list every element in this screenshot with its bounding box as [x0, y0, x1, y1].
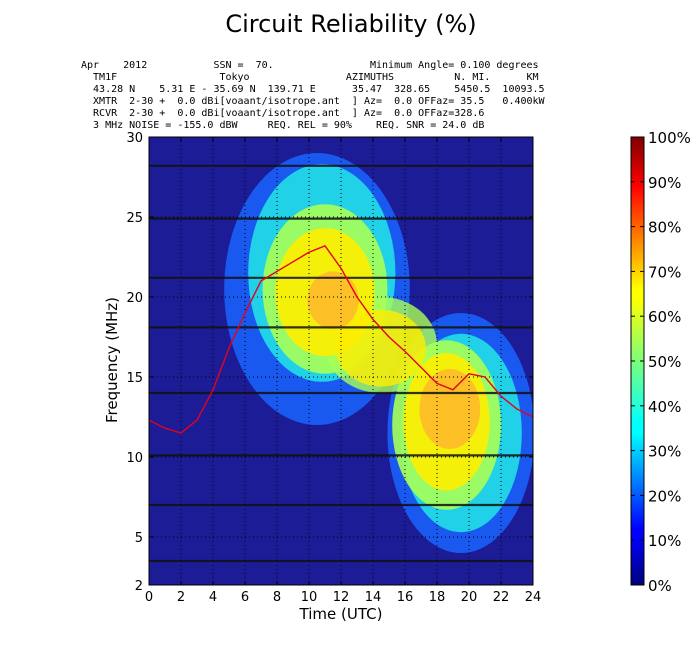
- x-axis-label: Time (UTC): [299, 605, 383, 623]
- x-tick-label: 14: [365, 590, 382, 605]
- header-block: Apr 2012 SSN = 70. Minimum Angle= 0.100 …: [81, 60, 546, 131]
- x-tick-label: 20: [461, 590, 478, 605]
- y-axis-label: Frequency (MHz): [103, 297, 121, 423]
- reliability-region: [419, 369, 481, 449]
- colorbar-tick-label: 90%: [648, 174, 681, 192]
- x-tick-label: 0: [145, 590, 153, 605]
- colorbar: 0% 10% 20% 30% 40% 50% 60% 70% 80% 90% 100%: [630, 129, 691, 595]
- header-line: 3 MHz NOISE = -155.0 dBW REQ. REL = 90% …: [81, 120, 484, 131]
- muf-line: [149, 244, 533, 434]
- x-axis: 0 2 4 6 8 10 12 14 16 18 20 22 24: [145, 137, 541, 605]
- colorbar-tick-label: 30%: [648, 443, 681, 461]
- x-tick-label: 16: [397, 590, 414, 605]
- y-tick-label: 2: [135, 579, 143, 594]
- grid-lines: [149, 137, 533, 585]
- broadcast-bands: [149, 164, 533, 563]
- x-tick-label: 12: [333, 590, 350, 605]
- plot-area: [148, 136, 534, 586]
- colorbar-tick-label: 80%: [648, 219, 681, 237]
- x-tick-label: 4: [209, 590, 217, 605]
- header-line: Apr 2012 SSN = 70. Minimum Angle= 0.100 …: [81, 60, 539, 71]
- y-tick-label: 15: [126, 371, 143, 386]
- x-tick-label: 18: [429, 590, 446, 605]
- y-tick-label: 25: [126, 211, 143, 226]
- header-line: XMTR 2-30 + 0.0 dBi[voaant/isotrope.ant …: [81, 96, 546, 107]
- colorbar-tick-label: 70%: [648, 263, 681, 281]
- colorbar-tick-label: 0%: [648, 577, 672, 595]
- x-tick-label: 10: [301, 590, 318, 605]
- y-tick-label: 5: [135, 531, 143, 546]
- x-tick-label: 8: [273, 590, 281, 605]
- x-tick-label: 22: [493, 590, 510, 605]
- chart-title: Circuit Reliability (%): [225, 10, 476, 38]
- x-tick-label: 24: [525, 590, 542, 605]
- header-line: RCVR 2-30 + 0.0 dBi[voaant/isotrope.ant …: [81, 108, 484, 119]
- colorbar-ticks: 0% 10% 20% 30% 40% 50% 60% 70% 80% 90% 100%: [631, 129, 691, 595]
- header-line: TM1F Tokyo AZIMUTHS N. MI. KM: [81, 72, 539, 83]
- y-tick-label: 30: [126, 131, 143, 146]
- reliability-region: [307, 271, 359, 330]
- y-tick-label: 20: [126, 291, 143, 306]
- colorbar-tick-label: 50%: [648, 353, 681, 371]
- x-tick-label: 2: [177, 590, 185, 605]
- header-line: 43.28 N 5.31 E - 35.69 N 139.71 E 35.47 …: [81, 84, 545, 95]
- colorbar-tick-label: 60%: [648, 308, 681, 326]
- x-tick-label: 6: [241, 590, 249, 605]
- y-tick-label: 10: [126, 451, 143, 466]
- colorbar-tick-label: 10%: [648, 532, 681, 550]
- reliability-region: [336, 309, 426, 387]
- colorbar-tick-label: 40%: [648, 398, 681, 416]
- colorbar-tick-label: 100%: [648, 129, 691, 147]
- colorbar-tick-label: 20%: [648, 487, 681, 505]
